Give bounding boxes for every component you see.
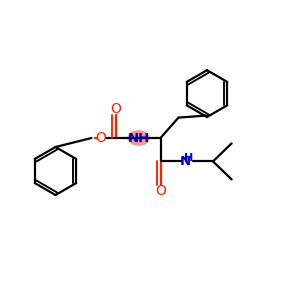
- Text: H: H: [184, 153, 194, 163]
- Text: N: N: [179, 155, 191, 168]
- Ellipse shape: [127, 130, 150, 146]
- Text: NH: NH: [128, 131, 150, 145]
- Text: O: O: [110, 102, 121, 116]
- Text: O: O: [95, 131, 106, 145]
- Text: O: O: [155, 184, 166, 198]
